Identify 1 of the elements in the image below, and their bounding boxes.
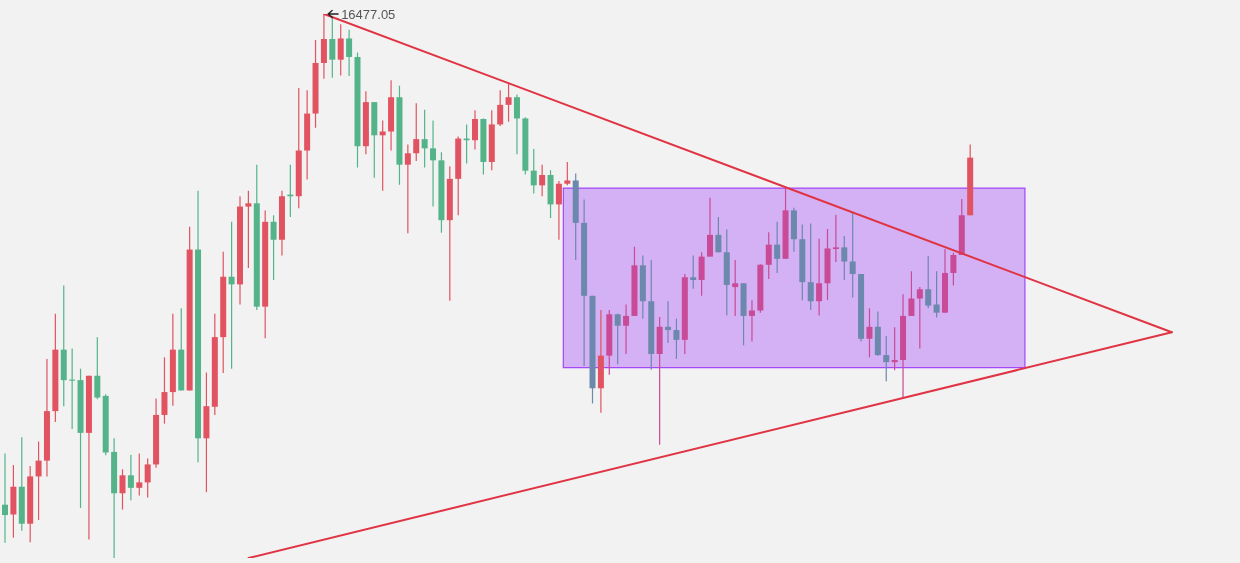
annotation: 16477.05 xyxy=(341,6,396,22)
